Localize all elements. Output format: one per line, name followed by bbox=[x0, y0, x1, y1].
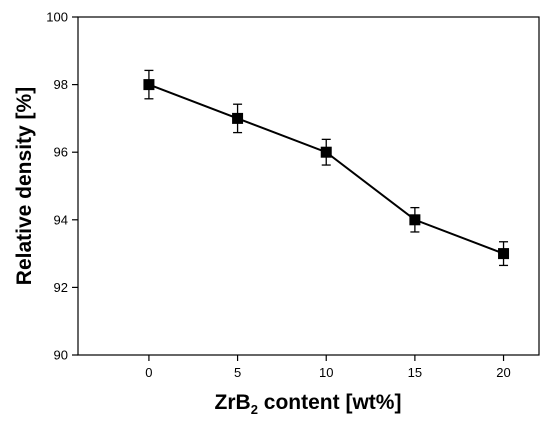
data-point-0 bbox=[143, 79, 155, 91]
y-axis-title: Relative density [%] bbox=[13, 87, 36, 285]
x-tick-label-15: 15 bbox=[408, 365, 422, 380]
x-tick-label-5: 5 bbox=[234, 365, 241, 380]
axis-ticks: 0 5 10 15 20 90 92 94 96 98 100 bbox=[46, 10, 510, 381]
x-tick-label-10: 10 bbox=[319, 365, 333, 380]
x-tick-label-0: 0 bbox=[145, 365, 152, 380]
y-tick-label-90: 90 bbox=[54, 348, 68, 363]
data-point-15 bbox=[409, 214, 421, 226]
y-tick-label-94: 94 bbox=[54, 212, 68, 227]
series-line-0 bbox=[148, 83, 504, 255]
x-axis-title-main: ZrB bbox=[215, 391, 251, 414]
y-tick-label-96: 96 bbox=[54, 145, 68, 160]
x-tick-label-20: 20 bbox=[496, 365, 510, 380]
data-series bbox=[143, 69, 510, 267]
y-tick-label-100: 100 bbox=[46, 10, 68, 25]
x-axis-title: ZrB2 content [wt%] bbox=[215, 391, 402, 417]
x-axis-title-subscript: 2 bbox=[251, 402, 258, 417]
data-point-5 bbox=[232, 112, 244, 124]
y-tick-label-98: 98 bbox=[54, 77, 68, 92]
plot-frame bbox=[77, 16, 540, 356]
data-point-10 bbox=[320, 146, 332, 158]
y-tick-label-92: 92 bbox=[54, 280, 68, 295]
data-point-20 bbox=[498, 248, 510, 260]
x-axis-title-rest: content [wt%] bbox=[258, 391, 401, 414]
